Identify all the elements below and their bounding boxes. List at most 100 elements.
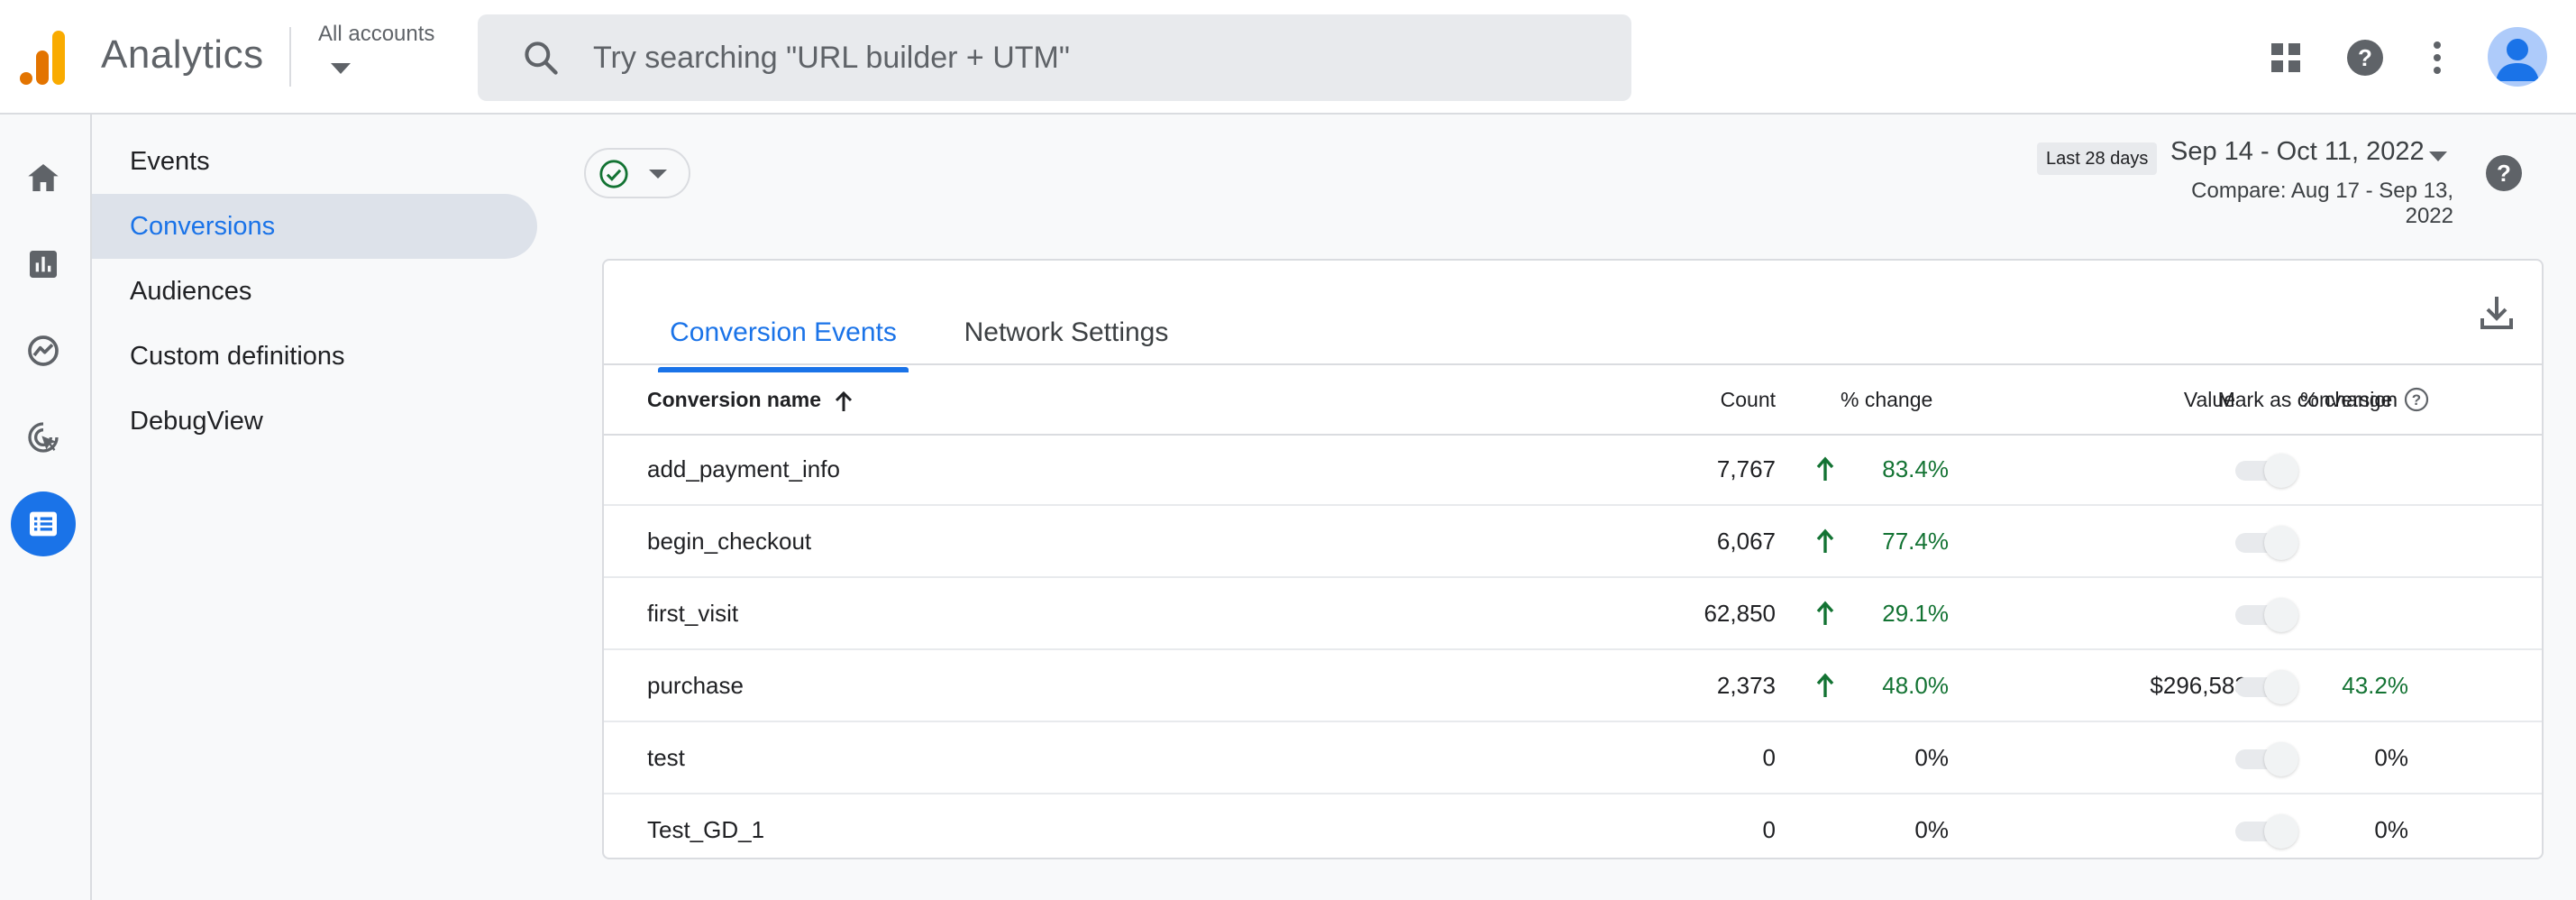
nav-item-audiences[interactable]: Audiences bbox=[130, 277, 252, 306]
header-divider bbox=[289, 27, 291, 87]
col-header-count-change[interactable]: % change bbox=[1841, 388, 1933, 411]
table-body: add_payment_info7,76783.4%-begin_checkou… bbox=[604, 434, 2542, 867]
col-header-value-change[interactable]: % change bbox=[2300, 388, 2393, 411]
chevron-down-icon bbox=[649, 170, 667, 179]
value-change: 0% bbox=[2270, 794, 2408, 865]
count-change-cell: 48.0% bbox=[1810, 650, 2059, 721]
col-header-label: Mark as conversion bbox=[2217, 388, 2398, 411]
rail-home[interactable] bbox=[11, 145, 76, 210]
value-change-cell: 43.2% bbox=[2270, 650, 2540, 721]
count-change-cell: 0% bbox=[1810, 794, 2059, 865]
count-change: 0% bbox=[1810, 794, 1949, 865]
count-change-cell: 29.1% bbox=[1810, 578, 2059, 648]
toggle-knob bbox=[2264, 670, 2298, 704]
help-icon[interactable]: ? bbox=[2340, 32, 2390, 83]
avatar[interactable] bbox=[2488, 27, 2547, 87]
table-header: Conversion name Count % change Value % c… bbox=[604, 363, 2542, 436]
count-change: 0% bbox=[1810, 722, 1949, 793]
mark-as-conversion-toggle[interactable] bbox=[2232, 454, 2302, 488]
target-cursor-icon bbox=[28, 422, 59, 453]
conversion-name: begin_checkout bbox=[647, 528, 812, 555]
chevron-down-icon[interactable] bbox=[2429, 152, 2447, 161]
compare-range: Compare: Aug 17 - Sep 13, 2022 bbox=[2191, 179, 2453, 228]
search-input[interactable] bbox=[591, 31, 1601, 85]
check-circle-icon bbox=[599, 160, 628, 188]
col-header-value[interactable]: Value bbox=[2183, 388, 2235, 411]
count-change: 77.4% bbox=[1810, 506, 1949, 576]
nav-item-custom-definitions[interactable]: Custom definitions bbox=[130, 342, 345, 371]
value-change-cell: 0% bbox=[2270, 794, 2540, 865]
value-change-value: 0% bbox=[2374, 744, 2408, 771]
nav-item-events[interactable]: Events bbox=[130, 147, 210, 176]
nav-item-debugview[interactable]: DebugView bbox=[130, 407, 263, 436]
chevron-down-icon bbox=[331, 63, 351, 74]
apps-grid-icon[interactable] bbox=[2261, 32, 2311, 83]
tab-network-settings[interactable]: Network Settings bbox=[964, 317, 1169, 347]
toggle-knob bbox=[2264, 814, 2298, 849]
conversion-name: first_visit bbox=[647, 600, 739, 627]
help-outline-icon[interactable]: ? bbox=[2403, 386, 2430, 413]
count-change-value: 83.4% bbox=[1882, 455, 1949, 482]
table-row: purchase 2,373 48.0% $296,583.50 43.2% bbox=[604, 650, 2542, 722]
arrow-up-icon bbox=[1816, 601, 1834, 625]
date-range-badge: Last 28 days bbox=[2037, 142, 2158, 175]
count-change-value: 29.1% bbox=[1882, 600, 1949, 627]
value-change-cell: 0% bbox=[2270, 722, 2540, 793]
conversion-name: Test_GD_1 bbox=[647, 816, 765, 843]
svg-text:?: ? bbox=[2497, 160, 2511, 187]
count-value: 0 bbox=[1762, 744, 1776, 771]
count-change-cell: 0% bbox=[1810, 722, 2059, 793]
download-icon[interactable] bbox=[2475, 291, 2518, 335]
comparison-filter-chip[interactable] bbox=[584, 148, 690, 198]
tab-conversion-events[interactable]: Conversion Events bbox=[658, 297, 909, 372]
mark-as-conversion-toggle[interactable] bbox=[2232, 670, 2302, 704]
more-vert-icon[interactable] bbox=[2412, 32, 2462, 83]
list-icon bbox=[30, 511, 57, 537]
value-change: 0% bbox=[2270, 722, 2408, 793]
account-selector[interactable]: All accounts bbox=[318, 22, 462, 94]
count-value: 2,373 bbox=[1716, 672, 1776, 699]
search-bar[interactable] bbox=[478, 14, 1631, 101]
count-change-value: 0% bbox=[1914, 816, 1949, 843]
top-header: Analytics All accounts ? bbox=[0, 0, 2576, 115]
count-value: 6,067 bbox=[1716, 528, 1776, 555]
toggle-knob bbox=[2264, 742, 2298, 776]
count-change: 48.0% bbox=[1810, 650, 1949, 721]
count-change-cell: 83.4% bbox=[1810, 434, 2059, 504]
app-title: Analytics bbox=[101, 32, 264, 77]
count-value: 7,767 bbox=[1716, 455, 1776, 482]
mark-as-conversion-toggle[interactable] bbox=[2232, 598, 2302, 632]
count-value: 0 bbox=[1762, 816, 1776, 843]
count-change-value: 0% bbox=[1914, 744, 1949, 771]
col-header-count[interactable]: Count bbox=[1720, 388, 1776, 411]
toggle-knob bbox=[2264, 598, 2298, 632]
col-header-conversion-name[interactable]: Conversion name bbox=[647, 365, 854, 434]
mark-as-conversion-toggle[interactable] bbox=[2232, 526, 2302, 560]
col-header-mark-as-conversion: Mark as conversion ? bbox=[2142, 365, 2430, 434]
count-value: 62,850 bbox=[1704, 600, 1776, 627]
rail-configure[interactable] bbox=[11, 491, 76, 556]
mark-as-conversion-toggle[interactable] bbox=[2232, 814, 2302, 849]
count-change-value: 77.4% bbox=[1882, 528, 1949, 555]
bar-chart-icon bbox=[30, 251, 57, 278]
explore-icon bbox=[28, 335, 59, 366]
analytics-logo-icon[interactable] bbox=[20, 31, 69, 85]
count-change: 29.1% bbox=[1810, 578, 1949, 648]
rail-advertising[interactable] bbox=[11, 405, 76, 470]
count-change-value: 48.0% bbox=[1882, 672, 1949, 699]
rail-reports[interactable] bbox=[11, 232, 76, 297]
count-change: 83.4% bbox=[1810, 434, 1949, 504]
conversions-card: Conversion Events Network Settings Conve… bbox=[602, 259, 2544, 859]
mark-as-conversion-toggle[interactable] bbox=[2232, 742, 2302, 776]
nav-item-conversions[interactable]: Conversions bbox=[92, 194, 537, 259]
date-range-picker[interactable]: Sep 14 - Oct 11, 2022 bbox=[2170, 137, 2425, 166]
conversion-name: test bbox=[647, 744, 685, 771]
rail-explore[interactable] bbox=[11, 318, 76, 383]
conversion-name: purchase bbox=[647, 672, 744, 699]
help-icon[interactable]: ? bbox=[2482, 152, 2526, 195]
value-change-value: 43.2% bbox=[2342, 672, 2408, 699]
accounts-label: All accounts bbox=[318, 22, 435, 46]
conversion-name: add_payment_info bbox=[647, 455, 840, 482]
